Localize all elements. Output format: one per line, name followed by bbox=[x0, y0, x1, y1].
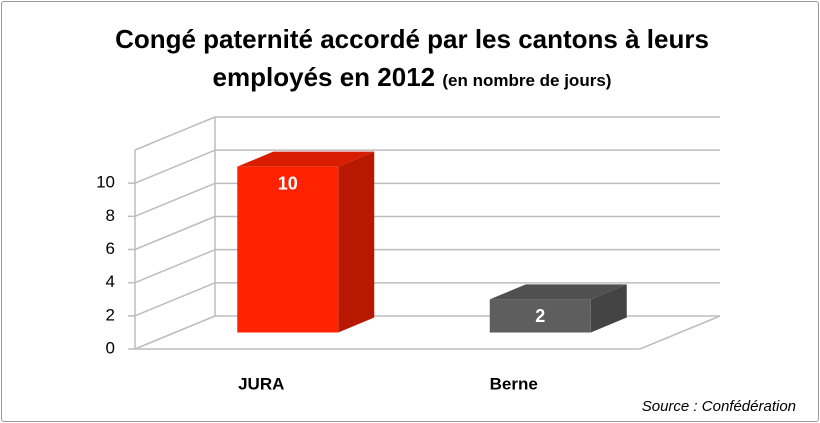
y-tick-label: 10 bbox=[96, 173, 115, 192]
value-label: 10 bbox=[278, 173, 298, 193]
floor bbox=[135, 315, 721, 350]
y-tick-label: 6 bbox=[106, 239, 115, 258]
chart-subtitle: (en nombre de jours) bbox=[442, 71, 612, 90]
grid-line bbox=[134, 282, 216, 317]
bar bbox=[237, 166, 339, 333]
grid-line bbox=[134, 315, 216, 350]
bar bbox=[489, 299, 591, 333]
x-tick-label: JURA bbox=[238, 374, 284, 393]
grid-line bbox=[134, 215, 216, 251]
y-tick-label: 4 bbox=[106, 272, 115, 291]
y-tick-label: 8 bbox=[106, 206, 115, 225]
chart-title: Congé paternité accordé par les cantons … bbox=[115, 24, 709, 92]
value-label: 2 bbox=[535, 306, 545, 326]
grid-line bbox=[134, 182, 216, 218]
grid-line bbox=[134, 149, 216, 184]
source-note: Source : Confédération bbox=[642, 398, 796, 415]
chart-title-block: Congé paternité accordé par les cantons … bbox=[102, 20, 722, 100]
bar-side bbox=[338, 151, 375, 333]
y-tick-label: 2 bbox=[106, 305, 115, 324]
y-tick-label: 0 bbox=[106, 338, 115, 357]
x-tick-label: Berne bbox=[490, 374, 538, 393]
grid-line bbox=[134, 248, 216, 284]
bar-top bbox=[489, 284, 627, 300]
bar-side bbox=[590, 284, 627, 333]
bar-top bbox=[237, 151, 375, 167]
back-wall-top bbox=[134, 116, 216, 151]
